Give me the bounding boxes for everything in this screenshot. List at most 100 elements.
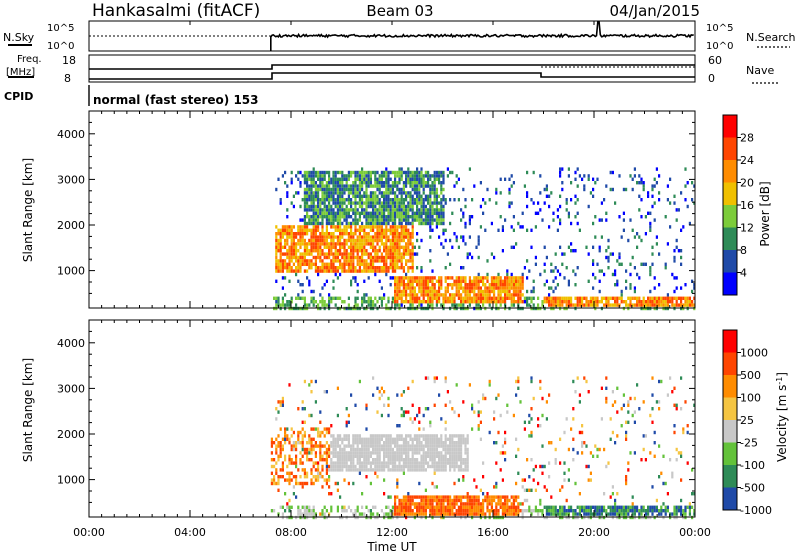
power-cell	[501, 283, 504, 287]
power-cell	[440, 215, 443, 219]
velocity-cell	[433, 485, 436, 489]
power-cell	[308, 238, 311, 243]
power-cell	[649, 266, 652, 270]
power-cell	[391, 204, 394, 209]
power-cell	[517, 276, 520, 280]
power-cell	[365, 184, 368, 188]
velocity-cell	[325, 471, 328, 475]
power-cell	[303, 262, 306, 266]
velocity-cell	[451, 437, 454, 441]
velocity-cell	[609, 495, 612, 499]
power-cell	[369, 218, 372, 222]
power-cell	[548, 296, 551, 300]
power-cell	[453, 184, 456, 188]
power-cell	[350, 225, 353, 229]
velocity-cell	[330, 461, 333, 465]
power-cell	[530, 228, 533, 232]
power-cell	[380, 235, 383, 239]
power-cell	[380, 215, 383, 219]
power-cell	[281, 235, 284, 239]
velocity-cell	[495, 481, 498, 486]
power-cell	[301, 259, 304, 263]
power-cell	[394, 293, 397, 297]
power-cell	[493, 283, 496, 287]
power-cell	[682, 225, 685, 229]
velocity-cell	[442, 461, 445, 465]
power-cell	[281, 245, 284, 249]
power-cell	[323, 201, 326, 205]
velocity-cell	[295, 495, 298, 499]
power-cell	[319, 198, 322, 202]
velocity-cell	[666, 509, 669, 513]
power-cell	[607, 300, 610, 304]
power-cell	[471, 300, 474, 304]
velocity-cell	[523, 488, 526, 492]
velocity-cell	[413, 437, 416, 441]
power-cell	[581, 177, 584, 181]
power-cell	[493, 255, 496, 260]
power-cell	[330, 296, 333, 300]
power-cell	[651, 204, 654, 209]
velocity-cell	[308, 509, 311, 513]
velocity-cell	[471, 505, 474, 509]
velocity-cell	[651, 505, 654, 509]
power-cell	[578, 300, 581, 304]
power-cell	[330, 181, 333, 185]
power-cell	[605, 300, 608, 304]
power-cell	[691, 300, 694, 304]
power-cell	[666, 242, 669, 246]
power-cell	[411, 242, 414, 246]
power-cell	[462, 187, 465, 192]
power-cell	[350, 242, 353, 246]
power-cell	[301, 228, 304, 232]
power-cell	[372, 266, 375, 270]
power-cell	[314, 266, 317, 270]
colorbar-swatch	[723, 375, 737, 398]
power-cell	[587, 300, 590, 304]
power-cell	[321, 191, 324, 195]
colorbar-swatch	[723, 465, 737, 488]
power-cell	[407, 208, 410, 212]
velocity-cell	[499, 498, 502, 503]
velocity-cell	[457, 437, 460, 441]
power-cell	[515, 276, 518, 280]
power-cell	[297, 266, 300, 270]
power-cell	[328, 249, 331, 253]
power-cell	[317, 269, 320, 273]
power-cell	[341, 300, 344, 304]
power-cell	[323, 198, 326, 202]
power-cell	[367, 215, 370, 219]
power-cell	[312, 204, 315, 209]
power-cell	[369, 184, 372, 188]
power-cell	[367, 184, 370, 188]
velocity-cell	[336, 437, 339, 441]
power-cell	[411, 228, 414, 232]
velocity-cell	[438, 454, 441, 458]
power-cell	[400, 177, 403, 181]
power-cell	[431, 191, 434, 195]
power-cell	[479, 276, 482, 280]
power-cell	[343, 177, 346, 181]
power-cell	[336, 177, 339, 181]
power-cell	[312, 194, 315, 198]
velocity-cell	[347, 434, 350, 438]
velocity-cell	[468, 495, 471, 499]
power-cell	[460, 266, 463, 270]
velocity-cell	[312, 475, 315, 479]
velocity-cell	[442, 495, 445, 499]
power-y-axis-label: Slant Range [km]	[21, 158, 35, 262]
power-cell	[352, 269, 355, 273]
velocity-cell	[334, 444, 337, 448]
velocity-cell	[510, 495, 513, 499]
power-cell	[402, 279, 405, 283]
power-cell	[488, 198, 491, 202]
power-colorbar-label: Power [dB]	[758, 181, 772, 246]
velocity-cell	[284, 437, 287, 441]
velocity-cell	[539, 386, 542, 390]
power-cell	[433, 208, 436, 212]
power-cell	[501, 225, 504, 229]
power-cell	[433, 296, 436, 300]
velocity-cell	[559, 488, 562, 492]
velocity-cell	[288, 454, 291, 458]
